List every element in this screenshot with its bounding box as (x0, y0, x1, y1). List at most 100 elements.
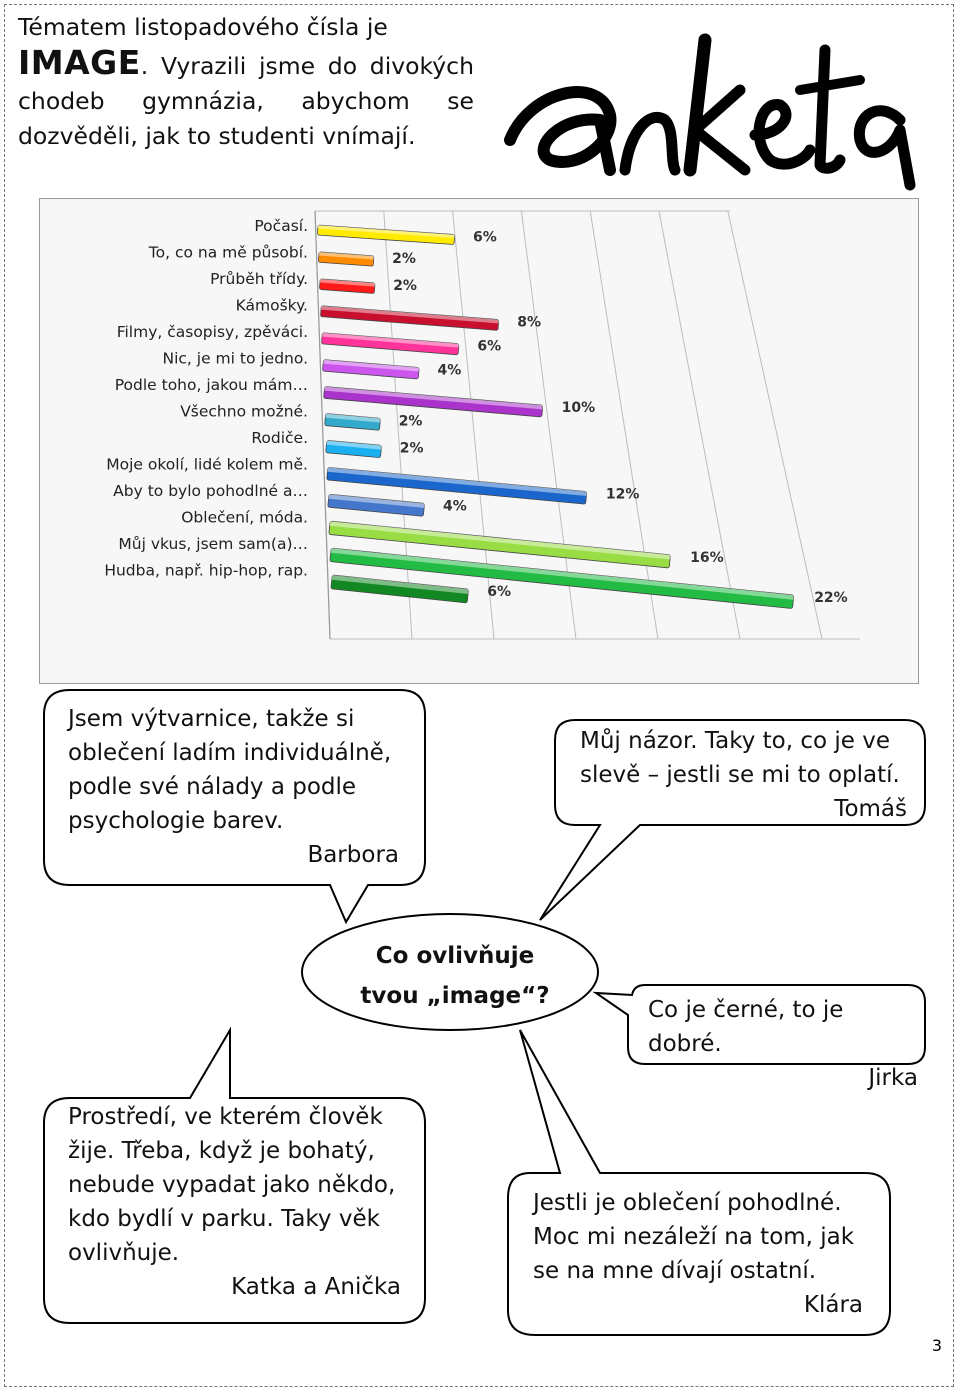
barbora-bubble (43, 689, 426, 925)
intro-image-word: IMAGE (18, 43, 141, 82)
katka-bubble (43, 1026, 426, 1324)
value-label: 8% (517, 315, 541, 331)
center-ellipse (301, 913, 599, 1031)
barbora-text-box: Jsem výtvarnice, takže si oblečení ladím… (68, 702, 413, 872)
value-label: 2% (392, 251, 416, 267)
bar-highlight (323, 359, 420, 372)
bar (329, 547, 795, 609)
bar-highlight (330, 548, 794, 600)
value-label: 16% (690, 550, 724, 566)
category-label: Hudba, např. hip-hop, rap. (104, 562, 308, 580)
katka-signature: Katka a Anička (231, 1274, 401, 1300)
bar-body (328, 520, 671, 569)
value-label: 12% (606, 487, 640, 503)
bar-body (329, 547, 795, 609)
value-label: 2% (393, 278, 417, 294)
grid-line (727, 210, 823, 640)
bar-highlight (331, 574, 469, 595)
klara-bubble (507, 1029, 891, 1336)
bar (318, 251, 375, 267)
bar-body (318, 251, 375, 267)
tomas-bubble (539, 719, 926, 921)
page-number: 3 (931, 1336, 942, 1355)
page-frame (4, 4, 954, 1387)
bar (319, 278, 376, 294)
bar-body (330, 574, 469, 604)
bar-body (327, 493, 425, 517)
value-label: 6% (477, 339, 501, 355)
bar (325, 440, 382, 458)
chart-bars (317, 224, 795, 609)
value-label: 6% (473, 230, 497, 246)
bar-body (317, 224, 455, 245)
jirka-quote: Co je černé, to je dobré. (648, 997, 844, 1057)
category-label: To, co na mě působí. (148, 244, 308, 262)
category-labels: Počasí. To, co na mě působí. Průběh třídy.… (104, 217, 308, 580)
tomas-quote: Můj názor. Taky to, co je ve slevě – jes… (580, 728, 900, 788)
value-label: 6% (487, 584, 511, 600)
intro-paragraph: Tématem listopadového čísla je IMAGE. Vy… (18, 10, 474, 154)
bar-body (325, 440, 382, 458)
category-label: Aby to bylo pohodlné a… (113, 482, 308, 500)
category-label: Nic, je mi to jedno. (162, 350, 308, 368)
jirka-bubble (592, 984, 926, 1065)
tomas-signature: Tomáš (834, 796, 907, 822)
category-label: Všechno možné. (180, 403, 308, 421)
bar-highlight (325, 413, 381, 423)
anketa-logo: anketa (504, 33, 916, 191)
intro-rest: . Vyrazili jsme do divokých chodeb gymná… (18, 52, 474, 150)
bar-highlight (321, 305, 499, 324)
category-label: Podle toho, jakou mám… (115, 376, 308, 394)
category-label: Kámošky. (236, 297, 308, 315)
bar (322, 359, 420, 380)
value-label: 2% (400, 440, 424, 456)
category-label: Můj vkus, jsem sam(a)… (118, 535, 308, 553)
survey-chart: Počasí. To, co na mě působí. Průběh třídy.… (39, 198, 919, 684)
bar-body (319, 278, 376, 294)
value-label: 22% (814, 590, 848, 606)
bar (327, 493, 425, 517)
klara-text-box: Jestli je oblečení pohodlné. Moc mi nezá… (533, 1186, 873, 1322)
bar-body (323, 386, 544, 418)
category-label: Moje okolí, lidé kolem mě. (106, 456, 308, 474)
bar (326, 467, 587, 505)
klara-quote: Jestli je oblečení pohodlné. Moc mi nezá… (533, 1190, 855, 1284)
category-label: Rodiče. (251, 429, 308, 447)
bar (321, 332, 460, 356)
bar (330, 574, 469, 604)
bar (320, 305, 500, 331)
category-label: Oblečení, móda. (181, 509, 308, 527)
bar (328, 520, 671, 569)
bar (317, 224, 455, 245)
category-label: Počasí. (254, 217, 308, 235)
bar (324, 413, 381, 431)
y-axis (314, 210, 331, 640)
katka-text-box: Prostředí, ve kterém člověk žije. Třeba,… (68, 1100, 413, 1304)
center-question: Co ovlivňuje tvou „image“? (340, 936, 570, 1016)
jirka-signature: Jirka (868, 1065, 918, 1091)
katka-quote: Prostředí, ve kterém člověk žije. Třeba,… (68, 1104, 396, 1266)
center-line-2: tvou „image“? (360, 983, 550, 1009)
bar-highlight (318, 251, 374, 260)
bar-highlight (327, 467, 587, 496)
barbora-quote: Jsem výtvarnice, takže si oblečení ladím… (68, 706, 392, 834)
value-label: 4% (443, 498, 467, 514)
grid-line (589, 210, 659, 640)
bar (323, 386, 544, 418)
category-label: Průběh třídy. (210, 270, 308, 288)
barbora-signature: Barbora (307, 842, 399, 868)
grid-line (520, 210, 577, 640)
bar-highlight (317, 225, 455, 239)
klara-signature: Klára (803, 1292, 863, 1318)
bar-highlight (319, 278, 376, 287)
bar-highlight (324, 386, 543, 410)
chart-svg: Počasí. To, co na mě působí. Průběh třídy.… (104, 210, 860, 640)
intro-prefix: Tématem listopadového čísla je (18, 13, 388, 41)
bar-body (322, 359, 420, 380)
category-label: Filmy, časopisy, zpěváci. (117, 323, 308, 341)
value-label: 2% (399, 413, 423, 429)
bar-body (320, 305, 500, 331)
bar-highlight (322, 332, 459, 348)
tomas-text-box: Můj názor. Taky to, co je ve slevě – jes… (580, 724, 915, 826)
